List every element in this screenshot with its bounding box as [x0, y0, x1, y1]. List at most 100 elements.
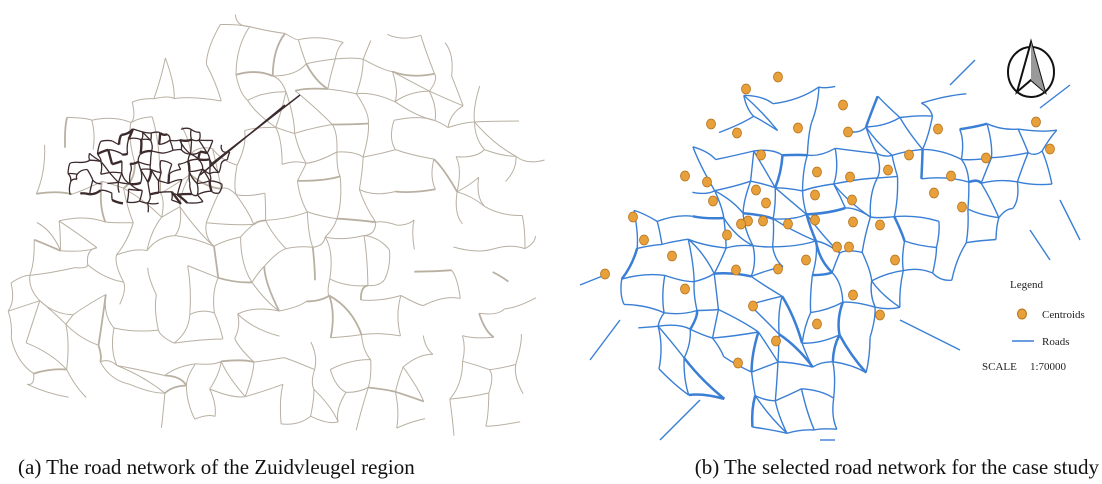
- road: [742, 213, 754, 247]
- road: [265, 211, 308, 221]
- road: [235, 194, 255, 225]
- road: [397, 295, 402, 337]
- road: [832, 361, 867, 374]
- urban-road: [70, 178, 78, 182]
- road: [771, 218, 775, 247]
- urban-road: [139, 149, 152, 155]
- road: [485, 392, 490, 427]
- road: [97, 344, 102, 363]
- road: [174, 206, 182, 236]
- road: [361, 334, 372, 361]
- road: [1039, 84, 1071, 109]
- road: [213, 312, 224, 340]
- centroid: [832, 241, 842, 253]
- road: [129, 122, 136, 164]
- road: [657, 326, 662, 370]
- centroid: [702, 176, 712, 188]
- road: [664, 274, 695, 283]
- urban-road: [147, 182, 151, 195]
- centroid: [756, 149, 766, 161]
- urban-road: [140, 169, 149, 183]
- urban-road: [209, 171, 219, 175]
- road: [711, 309, 720, 339]
- road: [871, 280, 901, 308]
- urban-road: [226, 151, 231, 160]
- road: [130, 116, 153, 123]
- road: [778, 296, 783, 335]
- road: [132, 98, 154, 103]
- road: [247, 91, 287, 101]
- road: [833, 148, 838, 185]
- centroid: [847, 194, 857, 206]
- road: [360, 295, 402, 301]
- urban-road: [171, 199, 182, 205]
- road: [423, 297, 461, 306]
- road: [806, 206, 846, 216]
- road: [153, 57, 166, 99]
- road: [311, 247, 316, 281]
- road: [968, 179, 983, 185]
- road: [1017, 181, 1052, 186]
- road: [980, 157, 993, 184]
- road: [264, 193, 267, 221]
- road: [861, 216, 872, 253]
- road: [174, 338, 223, 344]
- road: [772, 240, 817, 248]
- urban-road: [211, 190, 220, 194]
- urban-road: [180, 127, 192, 130]
- road: [434, 120, 449, 129]
- road: [656, 215, 693, 223]
- caption-a: (a) The road network of the Zuidvleugel …: [18, 455, 415, 479]
- road: [484, 149, 516, 157]
- road: [871, 269, 904, 282]
- road: [390, 120, 396, 150]
- road: [870, 216, 895, 219]
- road: [658, 368, 690, 396]
- urban-road: [197, 190, 212, 196]
- urban-road: [151, 150, 163, 154]
- urban-road: [76, 168, 88, 175]
- centroid: [981, 152, 991, 164]
- centroid: [904, 149, 914, 161]
- road: [313, 388, 339, 423]
- road: [743, 95, 755, 117]
- urban-road: [220, 159, 228, 165]
- road: [658, 324, 691, 330]
- urban-road: [68, 181, 72, 195]
- urban-road: [150, 131, 161, 134]
- urban-road: [168, 168, 181, 175]
- road: [100, 360, 118, 366]
- centroid: [1045, 143, 1055, 155]
- urban-road: [149, 191, 160, 196]
- legend-title: Legend: [1010, 279, 1043, 291]
- road: [959, 129, 964, 160]
- road: [375, 221, 398, 226]
- urban-road: [150, 169, 160, 182]
- road: [869, 177, 878, 218]
- road: [164, 363, 196, 376]
- road: [715, 150, 754, 161]
- urban-road: [129, 163, 133, 173]
- road: [869, 307, 876, 338]
- urban-road: [176, 179, 183, 195]
- road: [235, 74, 248, 101]
- road: [65, 323, 99, 346]
- urban-road: [146, 169, 153, 183]
- road: [750, 275, 783, 297]
- urban-road: [108, 172, 119, 183]
- road: [122, 162, 136, 189]
- road: [236, 192, 266, 197]
- road: [462, 335, 494, 339]
- urban-road: [140, 131, 144, 141]
- road: [72, 180, 103, 195]
- urban-road: [111, 199, 124, 205]
- urban-road: [179, 138, 193, 142]
- road: [327, 88, 357, 95]
- scale-value: 1:70000: [1030, 361, 1067, 373]
- urban-road: [139, 200, 148, 204]
- road: [431, 158, 436, 190]
- road: [294, 90, 333, 125]
- urban-road: [96, 153, 102, 162]
- urban-road: [107, 149, 114, 165]
- urban-road: [89, 159, 102, 163]
